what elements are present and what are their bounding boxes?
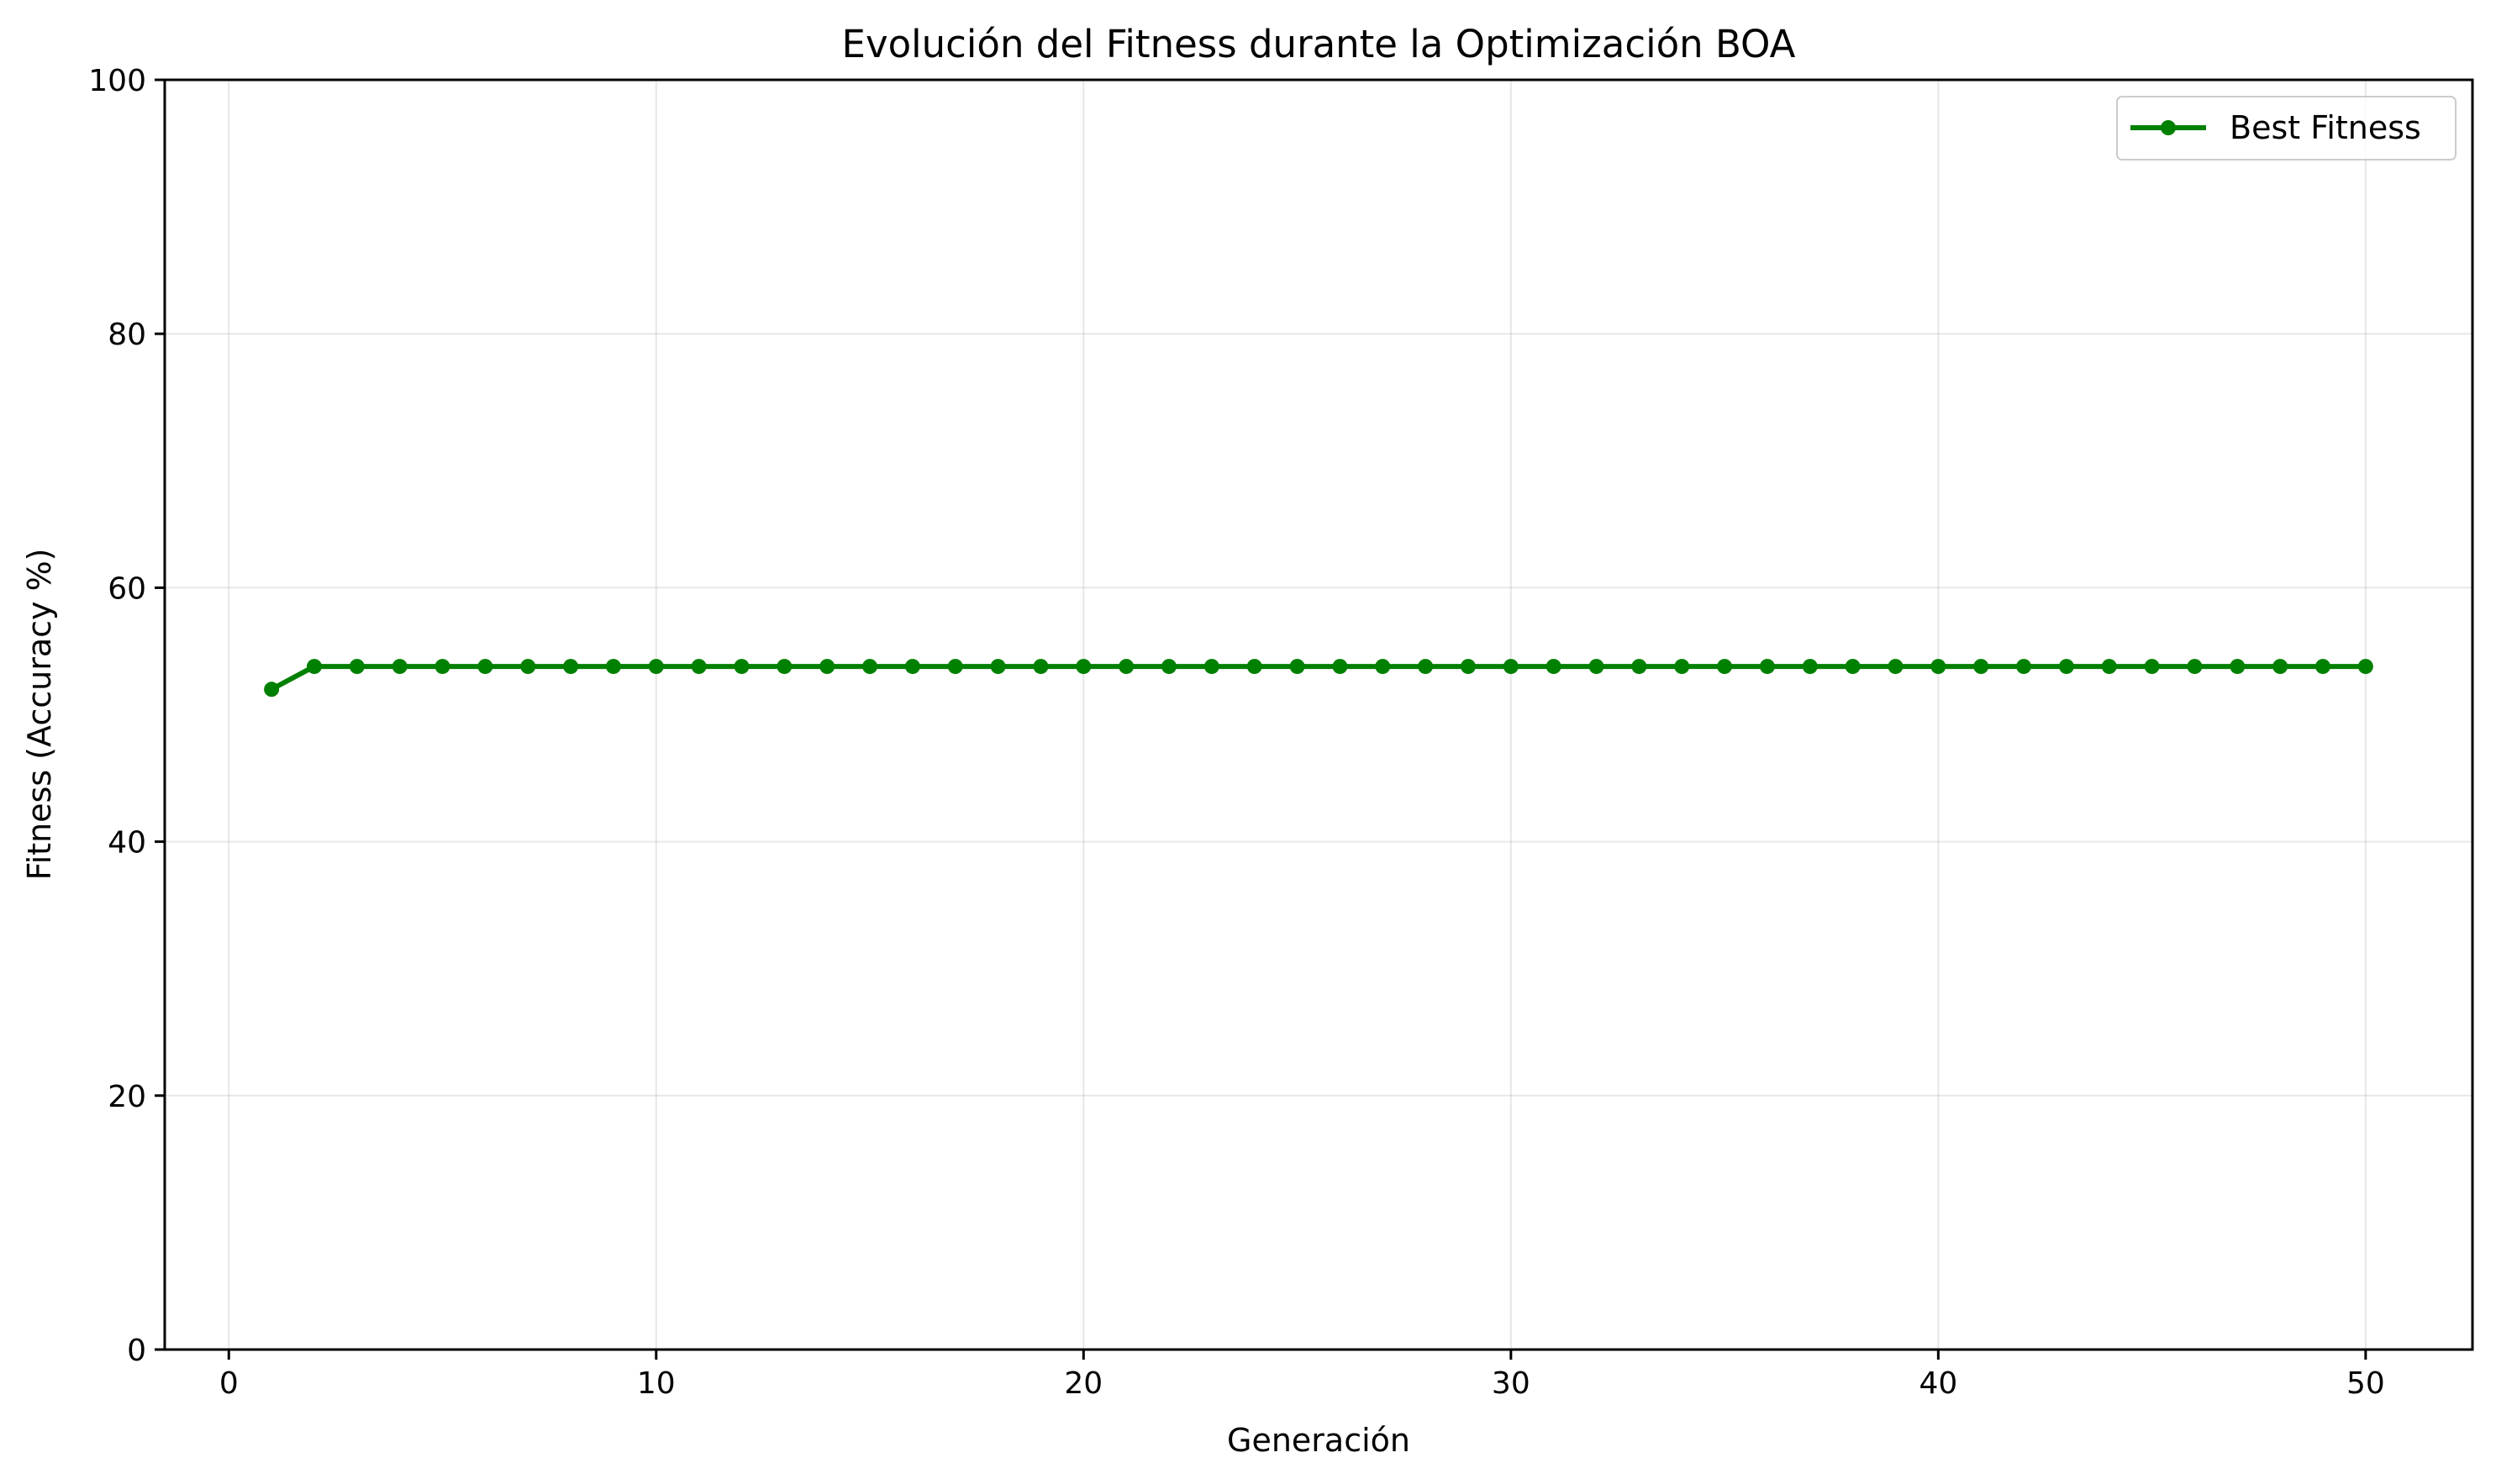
x-tick-label: 30 bbox=[1492, 1366, 1530, 1401]
data-point bbox=[434, 659, 450, 675]
data-point bbox=[1203, 659, 1219, 675]
legend-label-best-fitness: Best Fitness bbox=[2230, 109, 2421, 146]
data-point bbox=[2272, 659, 2288, 675]
data-point bbox=[605, 659, 621, 675]
data-point bbox=[1289, 659, 1305, 675]
data-point bbox=[1631, 659, 1647, 675]
data-point bbox=[2058, 659, 2074, 675]
data-point bbox=[1119, 659, 1135, 675]
y-tick-label: 60 bbox=[108, 571, 146, 606]
data-point bbox=[1246, 659, 1262, 675]
x-tick-label: 10 bbox=[637, 1366, 676, 1401]
y-tick-label: 100 bbox=[88, 64, 146, 98]
series-layer bbox=[264, 659, 2373, 697]
y-tick-label: 0 bbox=[127, 1334, 146, 1368]
data-point bbox=[1332, 659, 1348, 675]
data-point bbox=[392, 659, 408, 675]
data-point bbox=[734, 659, 750, 675]
data-point bbox=[862, 659, 878, 675]
data-point bbox=[1546, 659, 1561, 675]
plot-area-background bbox=[165, 80, 2472, 1350]
data-point bbox=[691, 659, 707, 675]
x-axis-label: Generación bbox=[1227, 1422, 1410, 1459]
data-point bbox=[819, 659, 835, 675]
data-point bbox=[1460, 659, 1476, 675]
data-point bbox=[520, 659, 536, 675]
data-point bbox=[2357, 659, 2373, 675]
y-tick-label: 40 bbox=[108, 826, 146, 860]
data-point bbox=[1674, 659, 1690, 675]
data-point bbox=[477, 659, 493, 675]
data-point bbox=[1845, 659, 1861, 675]
data-point bbox=[2101, 659, 2117, 675]
data-point bbox=[1076, 659, 1092, 675]
x-tick-label: 0 bbox=[219, 1366, 239, 1401]
data-point bbox=[306, 659, 322, 675]
y-axis: 0 20 40 60 80 100 bbox=[88, 64, 165, 1368]
data-point bbox=[1161, 659, 1177, 675]
data-point bbox=[904, 659, 920, 675]
data-point bbox=[1888, 659, 1904, 675]
data-point bbox=[563, 659, 579, 675]
data-point bbox=[2187, 659, 2203, 675]
data-point bbox=[2144, 659, 2160, 675]
data-point bbox=[947, 659, 963, 675]
legend: Best Fitness bbox=[2116, 96, 2457, 161]
data-point bbox=[777, 659, 793, 675]
data-point bbox=[1802, 659, 1818, 675]
legend-marker-best-fitness bbox=[2161, 120, 2176, 135]
data-point bbox=[2230, 659, 2246, 675]
data-point bbox=[1973, 659, 1989, 675]
x-axis: 0 10 20 30 40 50 bbox=[219, 1350, 2385, 1401]
plot-frame bbox=[163, 78, 2474, 1351]
data-point bbox=[648, 659, 664, 675]
x-tick-label: 20 bbox=[1064, 1366, 1103, 1401]
data-point bbox=[1375, 659, 1391, 675]
data-point bbox=[1759, 659, 1775, 675]
data-point bbox=[1930, 659, 1946, 675]
data-point bbox=[264, 681, 280, 697]
data-point bbox=[1418, 659, 1434, 675]
y-tick-label: 20 bbox=[108, 1080, 146, 1114]
y-axis-label: Fitness (Accuracy %) bbox=[21, 548, 58, 880]
y-tick-label: 80 bbox=[108, 318, 146, 352]
data-point bbox=[2315, 659, 2331, 675]
x-tick-label: 40 bbox=[1919, 1366, 1957, 1401]
data-point bbox=[1033, 659, 1049, 675]
x-tick-label: 50 bbox=[2346, 1366, 2385, 1401]
data-point bbox=[1503, 659, 1519, 675]
chart-title: Evolución del Fitness durante la Optimiz… bbox=[842, 22, 1796, 66]
legend-box bbox=[2116, 96, 2457, 161]
data-point bbox=[1717, 659, 1733, 675]
data-point bbox=[990, 659, 1006, 675]
data-point bbox=[349, 659, 365, 675]
data-point bbox=[2016, 659, 2032, 675]
data-point bbox=[1588, 659, 1604, 675]
